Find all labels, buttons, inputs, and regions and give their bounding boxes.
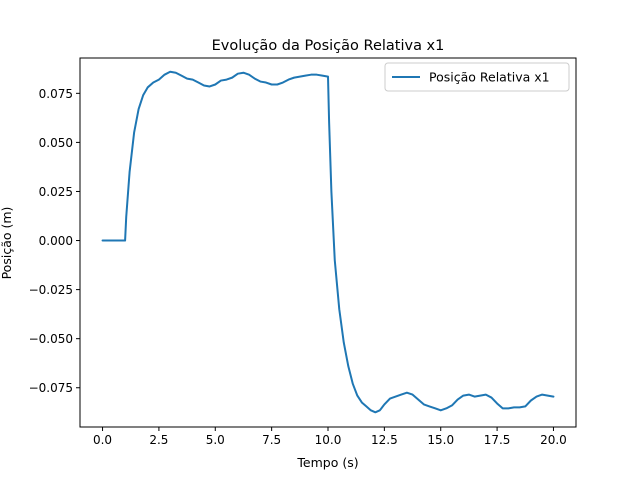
x-tick-label: 15.0 [427, 433, 454, 447]
y-tick-label: 0.000 [39, 234, 73, 248]
legend-box [384, 62, 570, 92]
plot-area [101, 70, 555, 414]
y-tick-label: 0.075 [39, 87, 73, 101]
y-tick-label: −0.075 [29, 381, 73, 395]
y-tick-label: 0.025 [39, 185, 73, 199]
x-tick-label: 20.0 [540, 433, 567, 447]
series-line-0 [101, 70, 555, 414]
x-tick-label: 12.5 [371, 433, 398, 447]
chart-title: Evolução da Posição Relativa x1 [212, 38, 445, 54]
x-tick-label: 17.5 [484, 433, 511, 447]
legend: Posição Relativa x1 [384, 62, 570, 92]
y-tick-label: −0.050 [29, 332, 73, 346]
x-tick-label: 2.5 [149, 433, 168, 447]
x-axis-label: Tempo (s) [296, 455, 358, 470]
y-tick-label: 0.050 [39, 136, 73, 150]
axes: 0.0 2.5 5.0 7.5 10.0 12.5 15.0 17.5 20.0 −0.075 −0… [29, 57, 577, 447]
legend-label: Posição Relativa x1 [429, 70, 550, 85]
y-tick-label: −0.025 [29, 283, 73, 297]
x-tick-label: 0.0 [93, 433, 112, 447]
x-tick-label: 7.5 [262, 433, 281, 447]
y-axis-label: Posição (m) [0, 207, 14, 280]
x-tick-label: 5.0 [206, 433, 225, 447]
x-tick-label: 10.0 [315, 433, 342, 447]
